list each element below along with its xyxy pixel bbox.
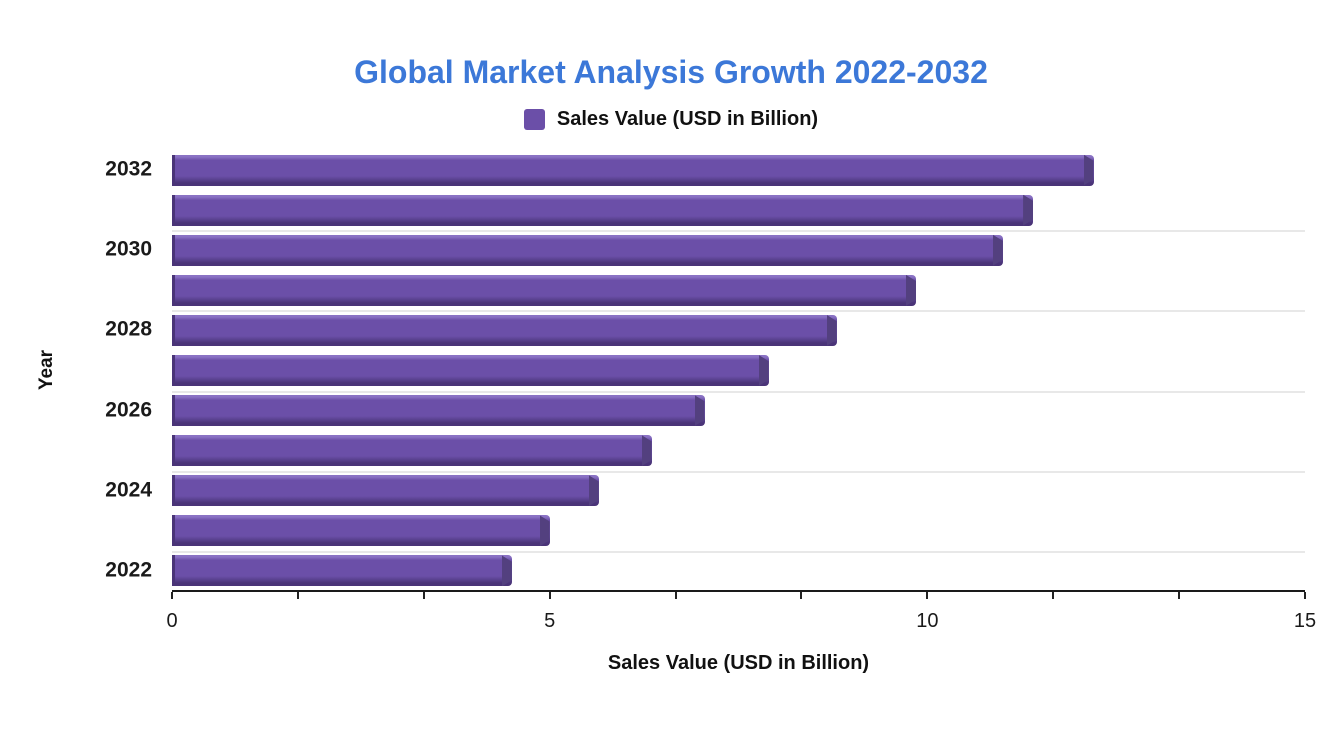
gridline bbox=[172, 310, 1305, 313]
x-axis-tick-mark bbox=[296, 592, 299, 599]
x-axis-line bbox=[172, 590, 1305, 592]
x-axis-tick-mark bbox=[1052, 592, 1055, 599]
legend: Sales Value (USD in Billion) bbox=[0, 108, 1342, 131]
y-tick-label-2028: 2028 bbox=[105, 317, 152, 341]
x-tick-label-15: 15 bbox=[1293, 610, 1317, 632]
x-axis-ticks bbox=[171, 592, 1306, 600]
bar-2030 bbox=[172, 234, 1003, 266]
bar-2022 bbox=[172, 555, 512, 587]
y-axis-tick-labels: 2032 2030 2028 2026 2024 2022 bbox=[0, 150, 160, 591]
x-axis-tick-mark bbox=[926, 592, 929, 599]
gridline bbox=[172, 470, 1305, 473]
x-tick-label-0: 0 bbox=[166, 610, 178, 632]
bar-2024 bbox=[172, 475, 599, 507]
bar-2026 bbox=[172, 395, 705, 427]
x-axis-tick-mark bbox=[171, 592, 173, 599]
gridline bbox=[172, 390, 1305, 393]
bar-2028 bbox=[172, 314, 837, 346]
x-axis-tick-mark bbox=[1178, 592, 1181, 599]
y-tick-label-2030: 2030 bbox=[105, 237, 152, 261]
legend-label: Sales Value (USD in Billion) bbox=[556, 108, 819, 130]
y-tick-label-2024: 2024 bbox=[105, 478, 152, 502]
bar-2029 bbox=[172, 274, 916, 306]
x-axis-tick-mark bbox=[1304, 592, 1306, 599]
y-tick-label-2022: 2022 bbox=[105, 558, 152, 582]
y-tick-label-2032: 2032 bbox=[105, 157, 152, 181]
gridline bbox=[172, 230, 1305, 233]
gridline bbox=[172, 550, 1305, 553]
chart-title: Global Market Analysis Growth 2022-2032 bbox=[354, 54, 988, 90]
bar-2032 bbox=[172, 154, 1094, 186]
y-tick-label-2026: 2026 bbox=[105, 398, 152, 422]
legend-swatch-icon bbox=[523, 109, 545, 130]
x-axis-title: Sales Value (USD in Billion) bbox=[607, 652, 870, 674]
x-axis-tick-mark bbox=[674, 592, 677, 599]
bar-2025 bbox=[172, 435, 652, 467]
bar-2023 bbox=[172, 515, 550, 547]
bar-2027 bbox=[172, 355, 769, 386]
x-axis-tick-mark bbox=[800, 592, 803, 599]
x-tick-label-5: 5 bbox=[544, 610, 556, 632]
plot-area bbox=[172, 150, 1305, 592]
x-axis-tick-labels: 0 5 10 15 bbox=[166, 610, 1316, 638]
bar-2031 bbox=[172, 194, 1034, 226]
x-axis-tick-mark bbox=[548, 592, 551, 599]
x-axis-tick-mark bbox=[422, 592, 425, 599]
x-tick-label-10: 10 bbox=[916, 610, 939, 632]
